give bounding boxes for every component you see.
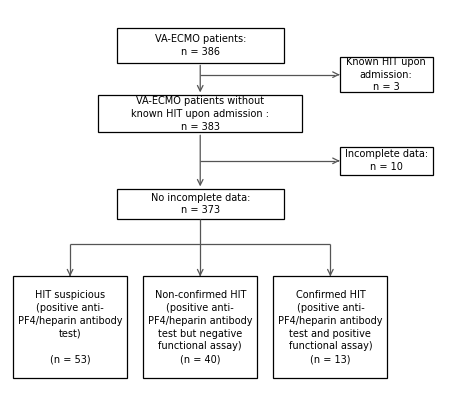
FancyBboxPatch shape (273, 276, 387, 378)
Text: VA-ECMO patients without
known HIT upon admission :
n = 383: VA-ECMO patients without known HIT upon … (131, 96, 269, 132)
Text: Incomplete data:
n = 10: Incomplete data: n = 10 (345, 150, 428, 172)
Text: VA-ECMO patients:
n = 386: VA-ECMO patients: n = 386 (155, 34, 246, 57)
Text: HIT suspicious
(positive anti-
PF4/heparin antibody
test)

(n = 53): HIT suspicious (positive anti- PF4/hepar… (18, 290, 122, 364)
FancyBboxPatch shape (13, 276, 127, 378)
FancyBboxPatch shape (340, 57, 433, 92)
Text: Confirmed HIT
(positive anti-
PF4/heparin antibody
test and positive
functional : Confirmed HIT (positive anti- PF4/hepari… (278, 290, 383, 364)
Text: No incomplete data:
n = 373: No incomplete data: n = 373 (151, 192, 250, 215)
Text: Non-confirmed HIT
(positive anti-
PF4/heparin antibody
test but negative
functio: Non-confirmed HIT (positive anti- PF4/he… (148, 290, 253, 364)
FancyBboxPatch shape (117, 28, 284, 62)
FancyBboxPatch shape (143, 276, 257, 378)
FancyBboxPatch shape (98, 95, 302, 132)
FancyBboxPatch shape (340, 147, 433, 174)
FancyBboxPatch shape (117, 189, 284, 219)
Text: Known HIT upon
admission:
n = 3: Known HIT upon admission: n = 3 (346, 57, 426, 92)
